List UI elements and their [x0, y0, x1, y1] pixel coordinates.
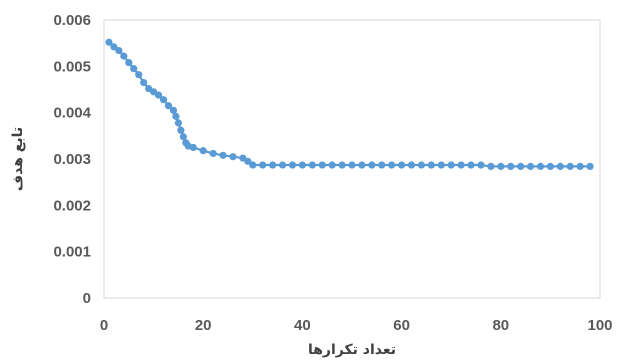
- x-tick-label: 0: [100, 317, 108, 334]
- data-point: [497, 162, 505, 171]
- data-point: [526, 162, 535, 171]
- x-tick-label: 60: [393, 317, 410, 334]
- data-point: [417, 161, 426, 169]
- data-point: [338, 161, 346, 169]
- data-point: [576, 162, 584, 171]
- data-point: [536, 162, 545, 171]
- data-point: [169, 106, 178, 114]
- plot-area: [103, 19, 601, 299]
- data-point: [437, 161, 445, 169]
- x-tick-label: 100: [587, 317, 612, 334]
- data-point: [164, 102, 173, 110]
- data-point: [249, 161, 257, 169]
- data-point: [368, 161, 376, 169]
- data-point: [328, 161, 336, 169]
- data-point: [154, 91, 163, 99]
- y-tick-label: 0.006: [53, 12, 91, 29]
- data-point: [115, 46, 123, 55]
- data-point: [135, 71, 143, 79]
- data-point: [159, 96, 168, 104]
- data-point: [586, 162, 594, 171]
- y-tick-label: 0.002: [53, 197, 91, 214]
- data-point: [288, 161, 297, 169]
- data-point: [378, 161, 386, 169]
- data-point: [457, 161, 465, 169]
- data-point: [427, 161, 435, 169]
- y-tick-label: 0.004: [53, 105, 91, 122]
- data-point: [199, 147, 207, 155]
- x-tick-labels: 0 20 40 60 80 100: [100, 317, 613, 334]
- data-point: [189, 143, 197, 152]
- y-tick-label: 0.003: [53, 151, 91, 168]
- data-point: [172, 112, 180, 120]
- x-axis-title: تعداد تکرارها: [308, 342, 396, 358]
- y-axis-title: تابع هدف: [10, 127, 26, 191]
- data-point: [259, 161, 267, 169]
- data-point: [318, 161, 326, 169]
- data-point: [110, 43, 118, 51]
- data-point: [105, 38, 113, 46]
- data-point: [244, 157, 252, 165]
- data-point: [140, 78, 148, 87]
- data-point: [298, 161, 306, 169]
- data-point: [507, 162, 515, 171]
- data-point: [219, 151, 227, 159]
- data-point: [179, 133, 187, 141]
- data-point: [177, 126, 185, 134]
- x-tick-label: 40: [294, 317, 311, 334]
- y-tick-label: 0.001: [53, 244, 91, 261]
- data-point: [348, 161, 356, 169]
- data-point: [556, 162, 564, 171]
- data-point: [120, 52, 128, 60]
- y-tick-label: 0.005: [53, 58, 91, 75]
- data-point: [269, 161, 277, 169]
- y-tick-labels: 0 0.001 0.002 0.003 0.004 0.005 0.006: [53, 12, 91, 307]
- data-point: [174, 119, 182, 127]
- x-tick-label: 80: [492, 317, 509, 334]
- data-point: [477, 161, 485, 169]
- data-point: [566, 162, 574, 171]
- data-point: [546, 162, 555, 171]
- data-point: [388, 161, 396, 169]
- data-point: [487, 162, 495, 171]
- data-point: [407, 161, 416, 169]
- data-point: [130, 65, 138, 73]
- data-series: [105, 38, 594, 171]
- data-point: [125, 59, 133, 67]
- data-point: [278, 161, 287, 169]
- data-point: [467, 161, 475, 169]
- data-point: [209, 149, 217, 158]
- data-point: [358, 161, 366, 169]
- data-point: [308, 161, 316, 169]
- data-point: [517, 162, 525, 171]
- data-point: [447, 161, 455, 169]
- data-point: [229, 153, 237, 161]
- y-tick-label: 0: [83, 290, 91, 307]
- data-point: [398, 161, 406, 169]
- x-tick-label: 20: [195, 317, 212, 334]
